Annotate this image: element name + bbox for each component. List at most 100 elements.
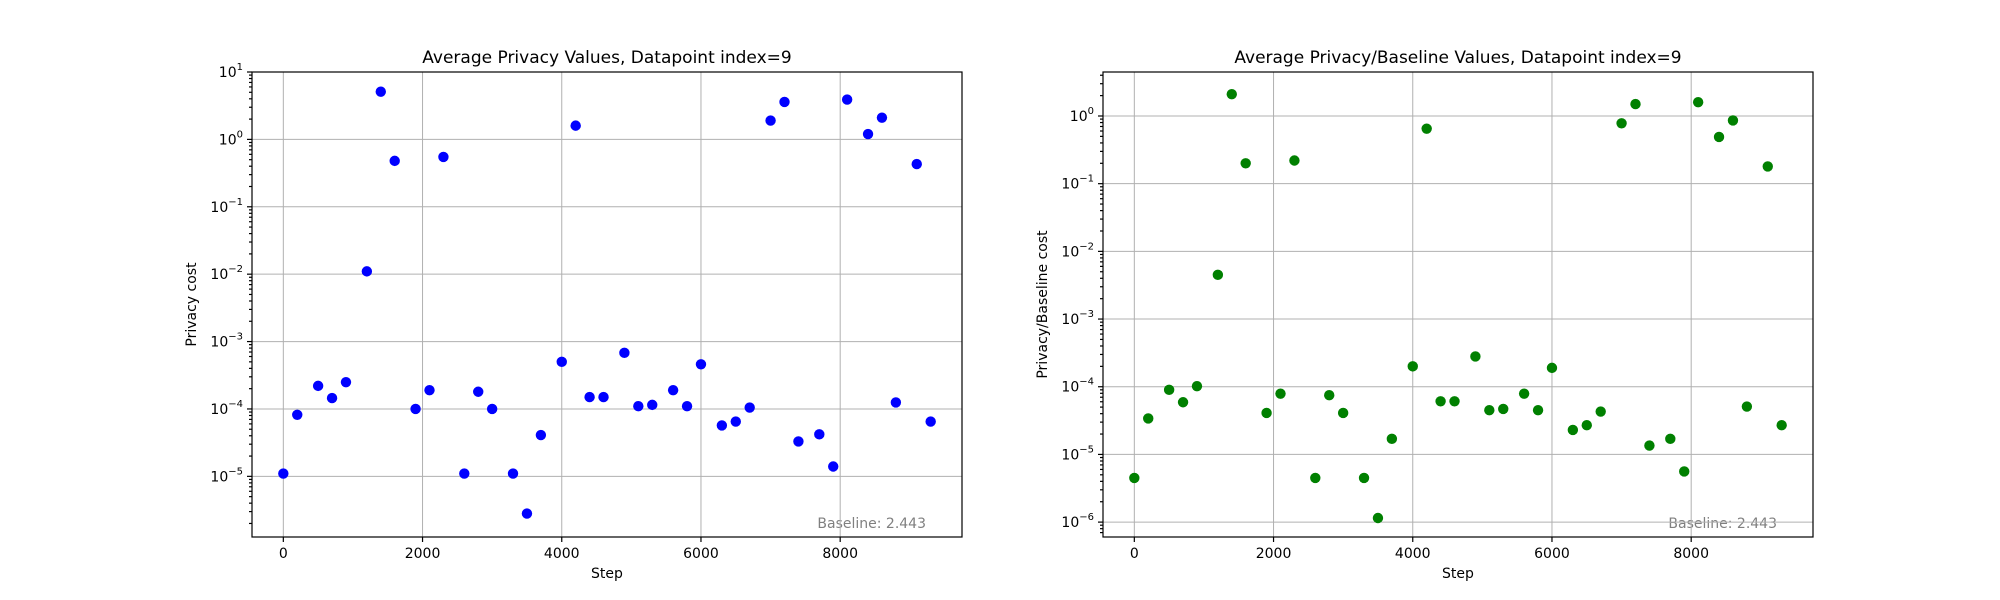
data-point (765, 115, 776, 126)
data-point (1289, 155, 1300, 166)
y-tick-label: 10−1 (210, 197, 243, 216)
y-tick-label: 10−4 (1061, 377, 1094, 396)
y-axis-label: Privacy/Baseline cost (1035, 230, 1051, 379)
data-point (1421, 123, 1432, 134)
data-point (1275, 388, 1286, 399)
data-points (278, 86, 936, 519)
data-point (647, 399, 658, 411)
data-point (681, 400, 693, 412)
data-point (828, 461, 839, 472)
data-point (667, 384, 679, 396)
data-point (459, 468, 470, 479)
data-point (570, 120, 581, 131)
data-point (890, 397, 902, 408)
x-tick-label: 0 (1130, 546, 1139, 562)
baseline-annotation: Baseline: 2.443 (1668, 516, 1777, 532)
data-point (556, 356, 567, 368)
grid-lines (252, 71, 962, 537)
y-tick-label: 100 (219, 129, 243, 148)
data-point (326, 392, 338, 404)
data-point (1644, 440, 1655, 451)
data-point (1177, 397, 1189, 408)
data-point (1665, 433, 1676, 445)
data-point (1358, 472, 1370, 484)
data-point (1191, 380, 1203, 392)
data-point (1372, 512, 1384, 524)
data-point (779, 96, 790, 108)
data-point (1595, 406, 1606, 417)
data-point (1435, 396, 1446, 407)
data-point (793, 436, 804, 447)
data-point (410, 403, 421, 415)
data-point (695, 359, 707, 370)
data-point (473, 386, 484, 397)
x-tick-label: 0 (279, 546, 288, 562)
privacy-cost-chart: Average Privacy Values, Datapoint index=… (184, 48, 963, 582)
x-axis-label: Step (1442, 566, 1474, 582)
x-tick-label: 8000 (1673, 546, 1709, 562)
data-point (389, 155, 400, 167)
chart-title: Average Privacy/Baseline Values, Datapoi… (1234, 48, 1681, 68)
data-point (1261, 407, 1272, 419)
y-tick-label: 10−3 (210, 332, 243, 351)
data-point (1692, 96, 1704, 108)
data-point (1310, 472, 1321, 484)
data-point (1143, 413, 1154, 424)
data-point (1129, 472, 1140, 484)
data-point (1762, 161, 1773, 172)
y-tick-label: 10−1 (1061, 174, 1094, 193)
x-tick-label: 8000 (822, 546, 858, 562)
plot-frame (251, 71, 963, 538)
data-point (876, 112, 888, 123)
data-point (911, 158, 922, 170)
data-point (1567, 424, 1579, 436)
data-point (486, 403, 498, 415)
data-point (278, 468, 289, 479)
data-point (1212, 269, 1224, 281)
data-point (1518, 388, 1530, 399)
data-point (1741, 401, 1753, 412)
y-tick-label: 10−2 (210, 264, 243, 283)
data-point (1484, 405, 1495, 416)
data-point (1616, 118, 1627, 129)
data-point (1407, 361, 1418, 372)
data-point (1498, 403, 1509, 415)
data-point (841, 94, 853, 105)
data-point (340, 376, 352, 388)
data-point (1337, 407, 1349, 419)
y-tick-label: 10−2 (1061, 241, 1094, 260)
data-point (1776, 420, 1787, 431)
data-point (375, 86, 386, 97)
data-point (1449, 396, 1460, 407)
data-point (584, 391, 595, 403)
data-point (507, 468, 519, 479)
data-point (862, 128, 874, 140)
data-point (1581, 420, 1592, 431)
chart-title: Average Privacy Values, Datapoint index=… (422, 48, 791, 68)
data-point (1386, 433, 1398, 445)
x-tick-label: 2000 (1256, 546, 1292, 562)
data-point (925, 416, 936, 427)
data-point (361, 266, 373, 277)
x-tick-label: 4000 (544, 546, 580, 562)
x-axis-label: Step (591, 566, 623, 582)
data-point (535, 429, 547, 441)
baseline-annotation: Baseline: 2.443 (817, 516, 926, 532)
y-tick-label: 101 (219, 62, 243, 81)
grid-lines (1103, 72, 1813, 537)
data-point (1324, 389, 1335, 401)
plot-frame (1102, 71, 1814, 538)
data-point (1470, 351, 1481, 362)
axis-ticks: 0 2000 4000 6000 8000 10−5 10−4 10−3 10−2 10−1 100… (210, 62, 858, 562)
y-tick-label: 10−6 (1061, 512, 1094, 531)
data-point (619, 347, 630, 359)
data-point (744, 402, 755, 413)
y-tick-label: 10−4 (210, 399, 243, 418)
x-tick-label: 4000 (1395, 546, 1431, 562)
y-tick-label: 100 (1070, 106, 1094, 125)
x-tick-label: 2000 (405, 546, 441, 562)
data-point (424, 384, 435, 396)
data-point (1630, 98, 1641, 110)
data-point (1226, 88, 1237, 100)
